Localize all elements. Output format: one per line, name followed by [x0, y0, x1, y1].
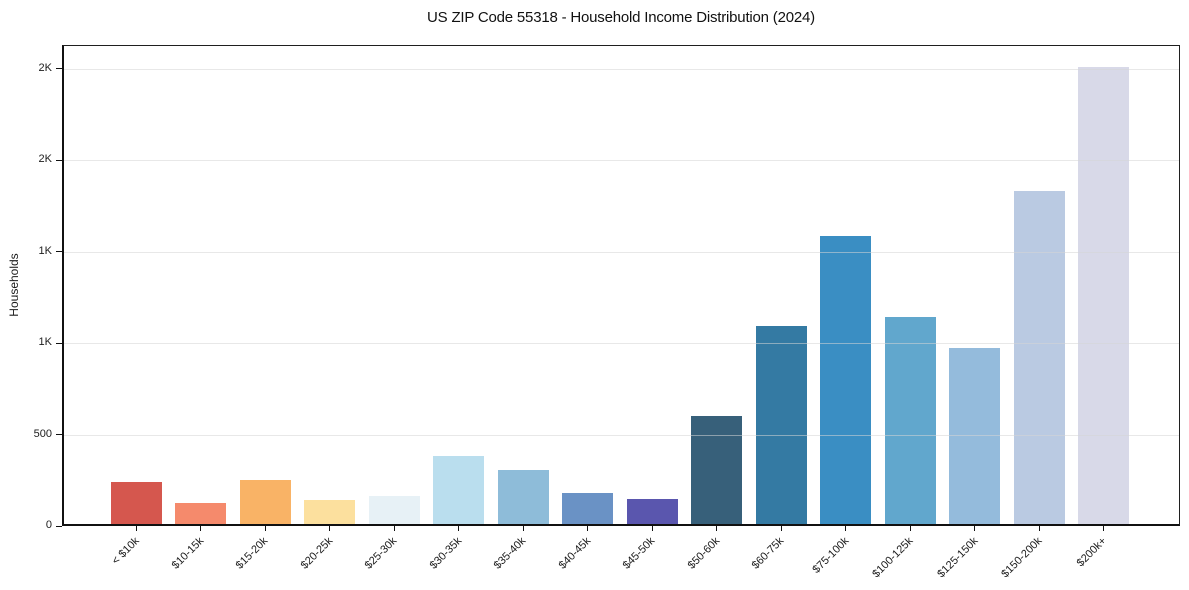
bar--10k	[110, 481, 162, 526]
bar--150-200k	[1013, 191, 1065, 526]
bar--125-150k	[949, 348, 1000, 526]
y-tick	[56, 342, 62, 344]
y-axis-title-text: Households	[7, 253, 21, 317]
bar--75-100k	[820, 235, 871, 526]
x-tick-label-text: $15-20k	[233, 535, 271, 572]
gridline	[62, 251, 1180, 253]
x-tick-label-text: $125-150k	[934, 535, 980, 581]
y-tick	[56, 525, 62, 527]
x-tick	[716, 526, 717, 531]
y-tick-label: 2K	[38, 61, 52, 74]
x-tick	[264, 526, 266, 531]
plot-area: < $10k $10-15k $15-20k $20-25k $25-30k $30-35…	[34, 45, 1180, 580]
chart-title: US ZIP Code 55318 - Household Income Dis…	[427, 9, 815, 26]
x-tick	[522, 526, 524, 531]
y-tick	[56, 159, 62, 161]
x-tick-label-text: $45-50k	[620, 535, 658, 572]
y-tick-label: 500	[33, 427, 52, 440]
bar--50-60k	[691, 416, 742, 526]
bar--45-50k	[626, 499, 678, 526]
x-tick	[974, 526, 975, 531]
x-tick	[780, 526, 782, 531]
x-tick-label-text: $100-125k	[870, 535, 916, 581]
bar--30-35k	[433, 456, 484, 526]
x-tick	[135, 526, 137, 531]
gridline	[62, 343, 1180, 345]
x-tick-label-text: $30-35k	[427, 535, 464, 572]
x-tick	[458, 526, 459, 531]
bar--40-45k	[562, 493, 613, 526]
x-tick-label-text: $40-45k	[556, 535, 593, 572]
gridline	[62, 160, 1180, 162]
x-tick	[329, 526, 330, 531]
x-tick-label-text: $35-40k	[491, 535, 529, 572]
x-tick	[845, 526, 846, 531]
bar--25-30k	[368, 496, 420, 526]
x-tick-label-text: $50-60k	[685, 535, 722, 572]
x-tick	[587, 526, 588, 531]
gridline	[62, 68, 1180, 70]
x-tick-label-text: < $10k	[109, 535, 142, 568]
y-tick-label: 0	[45, 519, 52, 531]
x-tick-label-text: $150-200k	[999, 535, 1045, 581]
y-tick-label: 2K	[38, 153, 52, 166]
x-tick-label-text: $25-30k	[362, 535, 400, 572]
gridline	[62, 434, 1180, 436]
y-tick	[56, 68, 62, 70]
x-tick	[651, 526, 653, 531]
x-tick	[200, 526, 201, 531]
bar--100-125k	[884, 316, 936, 526]
x-tick-label-text: $60-75k	[749, 535, 787, 572]
bar--15-20k	[239, 480, 291, 526]
x-tick-label-text: $200k+	[1074, 535, 1109, 570]
bar--60-75k	[755, 326, 807, 526]
x-tick-label-text: $75-100k	[810, 535, 851, 576]
bar--35-40k	[497, 469, 549, 526]
y-tick	[56, 434, 62, 436]
y-tick-label: 1K	[38, 336, 52, 349]
x-tick	[909, 526, 911, 531]
bar--10-15k	[175, 502, 226, 526]
bar--20-25k	[304, 500, 355, 526]
x-tick-label-text: $20-25k	[298, 535, 335, 572]
x-tick-label-text: $10-15k	[169, 535, 206, 572]
bar--200k+	[1078, 67, 1129, 526]
x-tick	[1103, 526, 1104, 531]
x-tick	[1038, 526, 1040, 531]
x-tick	[393, 526, 395, 531]
y-tick-label: 1K	[38, 244, 52, 257]
y-tick	[56, 251, 62, 253]
